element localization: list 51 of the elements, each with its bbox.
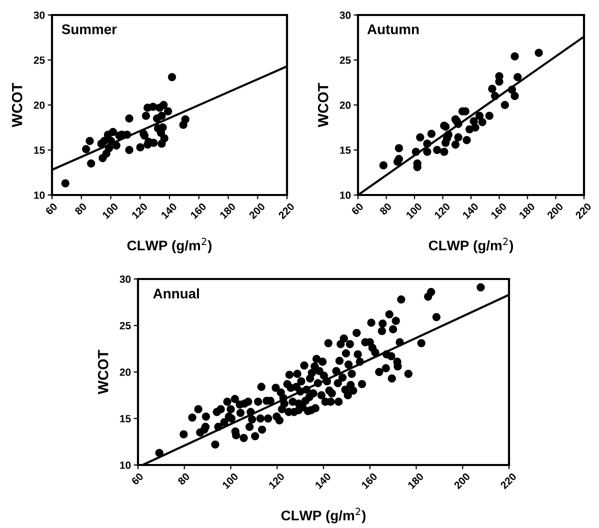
x-tick-label: 200 (546, 202, 564, 220)
text: Autumn (367, 24, 419, 34)
x-tick-label: 80 (379, 202, 392, 216)
x-tick-label: 160 (490, 202, 508, 220)
x-tick-label: 200 (248, 202, 266, 220)
x-tick-label: 180 (518, 202, 536, 220)
x-tick-label: 120 (434, 202, 451, 220)
y-tick-label: 30 (34, 12, 45, 19)
x-tick-label: 160 (190, 202, 207, 220)
x-tick-label: 160 (360, 472, 378, 490)
x-tick-label: 140 (462, 202, 479, 220)
x-tick-label: 120 (131, 202, 148, 220)
x-tick-label: 200 (454, 472, 470, 490)
x-tick-label: 100 (222, 472, 239, 490)
x-tick-label: 180 (219, 202, 236, 220)
y-axis-title: WCOT (12, 82, 22, 128)
x-tick-label: 140 (160, 202, 178, 220)
x-tick-label: 220 (574, 202, 592, 220)
x-axis-title: CLWP (g/m$^{2}$) (127, 238, 212, 254)
y-tick-label: 10 (120, 462, 131, 469)
y-tick-label: 20 (34, 102, 45, 109)
y-axis-title: WCOT (98, 350, 108, 394)
y-tick-label: 20 (340, 102, 351, 109)
x-tick-label: 120 (268, 472, 285, 490)
x-tick-label: 60 (130, 472, 144, 486)
y-tick-label: 30 (340, 12, 351, 19)
y-tick-label: 10 (34, 192, 45, 199)
x-tick-label: 100 (406, 202, 422, 220)
y-tick-label: 25 (340, 56, 351, 64)
x-axis-title: CLWP (g/m$^{2}$) (428, 238, 513, 254)
x-tick-label: 220 (500, 472, 517, 490)
text: Annual (153, 288, 199, 298)
x-tick-label: 180 (407, 472, 424, 490)
y-tick-label: 30 (120, 276, 131, 283)
y-axis-title: WCOT (318, 82, 328, 128)
text: Summer (62, 24, 117, 34)
y-tick-label: 25 (34, 56, 45, 64)
x-tick-label: 140 (314, 472, 332, 490)
x-tick-label: 80 (177, 472, 190, 486)
x-tick-label: 60 (44, 202, 58, 216)
y-tick-label: 15 (340, 146, 351, 154)
y-tick-label: 15 (34, 146, 45, 154)
x-tick-label: 100 (102, 202, 119, 220)
y-tick-label: 25 (120, 322, 131, 330)
y-tick-label: 20 (120, 368, 131, 376)
x-axis-title: CLWP (g/m$^{2}$) (281, 508, 366, 524)
x-tick-label: 220 (278, 202, 295, 220)
x-tick-label: 60 (350, 202, 364, 216)
x-tick-label: 80 (74, 202, 88, 216)
y-tick-label: 15 (120, 415, 131, 422)
y-tick-label: 10 (340, 192, 351, 199)
